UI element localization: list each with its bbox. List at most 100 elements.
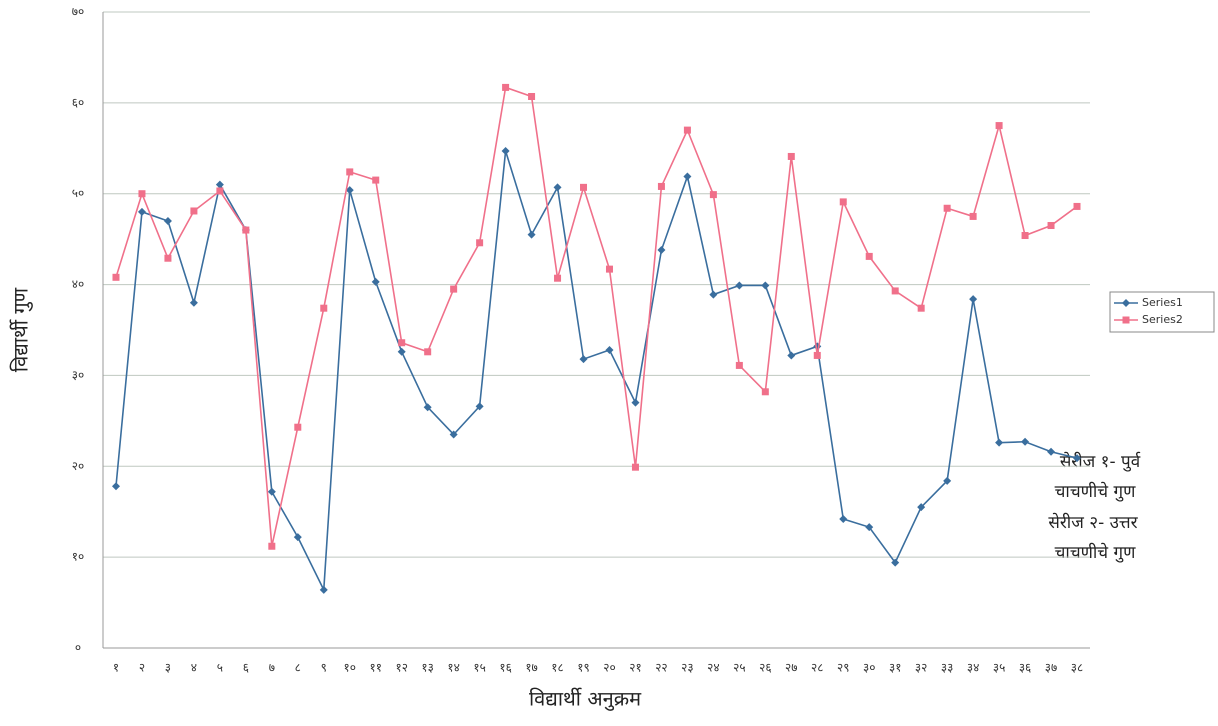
point xyxy=(476,239,484,247)
point xyxy=(579,355,588,364)
x-tick-label: ३५ xyxy=(993,661,1005,675)
x-tick-label: १७ xyxy=(525,661,537,675)
point xyxy=(787,152,795,160)
x-tick-label: २५ xyxy=(733,661,745,675)
point xyxy=(917,304,925,312)
point xyxy=(527,230,536,239)
x-tick-label: १८ xyxy=(551,661,563,675)
x-tick-label: २८ xyxy=(811,661,823,675)
x-axis-title: विद्यार्थी अनुक्रम xyxy=(529,687,642,712)
point xyxy=(839,198,847,206)
point xyxy=(657,246,666,255)
point xyxy=(1021,437,1030,446)
point xyxy=(969,212,977,220)
x-tick-label: ३ xyxy=(165,661,171,675)
point xyxy=(709,191,717,199)
x-tick-label: ८ xyxy=(295,661,301,675)
point xyxy=(320,304,328,312)
x-tick-label: २६ xyxy=(759,661,771,675)
legend-label: Series2 xyxy=(1142,313,1183,326)
y-tick-label: ५० xyxy=(72,186,84,200)
point xyxy=(580,183,588,191)
point xyxy=(111,482,120,491)
point xyxy=(345,186,354,195)
x-tick-label: १० xyxy=(344,661,356,675)
x-tick-label: ६ xyxy=(243,661,249,675)
point xyxy=(397,347,406,356)
y-tick-label: २० xyxy=(72,459,84,473)
point xyxy=(709,290,718,299)
point xyxy=(372,176,380,184)
point xyxy=(683,172,692,181)
point xyxy=(631,398,640,407)
point xyxy=(319,585,328,594)
point xyxy=(215,180,224,189)
x-tick-label: ५ xyxy=(217,661,223,675)
x-tick-label: १६ xyxy=(499,661,511,675)
x-tick-label: ३१ xyxy=(889,661,901,675)
x-tick-label: २२ xyxy=(655,661,667,675)
x-tick-label: ३२ xyxy=(915,661,927,675)
x-tick-label: ३७ xyxy=(1045,661,1057,675)
x-tick-label: २४ xyxy=(707,661,719,675)
point xyxy=(995,438,1004,447)
point xyxy=(761,388,769,396)
point xyxy=(1073,202,1081,210)
point xyxy=(190,207,198,215)
x-tick-label: २ xyxy=(139,661,145,675)
y-axis-title: विद्यार्थी गुण xyxy=(9,287,34,372)
point xyxy=(554,274,562,282)
point xyxy=(735,281,744,290)
point xyxy=(1047,222,1055,230)
point xyxy=(1021,232,1029,240)
x-tick-label: ११ xyxy=(369,661,381,675)
point xyxy=(450,285,458,293)
point xyxy=(475,402,484,411)
series-line xyxy=(115,86,1078,547)
point xyxy=(813,351,821,359)
x-tick-label: १ xyxy=(113,661,119,675)
point xyxy=(501,147,510,156)
legend-marker xyxy=(1122,299,1130,307)
point xyxy=(917,503,926,512)
x-tick-label: १३ xyxy=(421,661,433,675)
point xyxy=(865,523,874,532)
x-tick-label: १९ xyxy=(577,661,589,675)
point xyxy=(242,226,250,234)
point xyxy=(605,345,614,354)
x-tick-label: ३० xyxy=(863,661,875,675)
point xyxy=(371,277,380,286)
point xyxy=(346,168,354,176)
annotation: चाचणीचे गुण xyxy=(1055,481,1136,502)
x-tick-label: १२ xyxy=(395,661,407,675)
x-tick-label: २० xyxy=(603,661,615,675)
point xyxy=(1073,454,1082,463)
x-tick-label: ३६ xyxy=(1019,661,1031,675)
x-tick-label: ७ xyxy=(269,661,275,675)
point xyxy=(424,348,432,356)
point xyxy=(1047,447,1056,456)
x-tick-label: ३८ xyxy=(1071,661,1083,675)
legend-box xyxy=(1109,291,1215,333)
y-tick-label: ७० xyxy=(72,5,84,19)
point xyxy=(267,487,276,496)
point xyxy=(683,126,691,134)
y-tick-label: ३० xyxy=(72,368,84,382)
point xyxy=(943,476,952,485)
point xyxy=(164,254,172,262)
x-tick-label: १५ xyxy=(473,661,485,675)
x-tick-label: ३३ xyxy=(941,661,953,675)
legend-label: Series1 xyxy=(1142,296,1183,309)
point xyxy=(761,281,770,290)
point xyxy=(969,295,978,304)
point xyxy=(293,533,302,542)
point xyxy=(163,216,172,225)
y-tick-label: ० xyxy=(75,641,81,655)
x-tick-label: ४ xyxy=(191,661,197,675)
point xyxy=(137,207,146,216)
annotation: सेरीज २- उत्तर xyxy=(1048,512,1138,533)
y-tick-label: ४० xyxy=(72,277,84,291)
x-tick-label: २९ xyxy=(837,661,849,675)
x-tick-label: ९ xyxy=(321,661,327,675)
point xyxy=(891,287,899,295)
